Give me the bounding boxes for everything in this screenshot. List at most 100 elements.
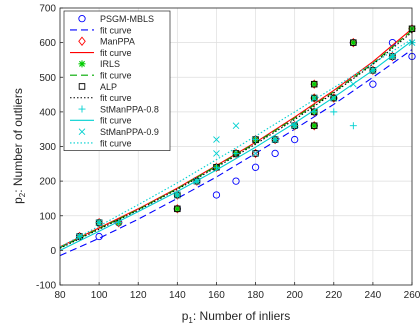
data-point (213, 150, 220, 157)
data-point (232, 122, 240, 130)
data-point (369, 80, 377, 88)
legend-label: ManPPA (100, 37, 135, 47)
legend-label: fit curve (100, 93, 132, 103)
x-tick-label: 160 (208, 290, 225, 301)
axis-ticks: 80 100 120 140 160 180 200 220 240 260 -100 0 100 200… (36, 4, 420, 302)
legend-box (63, 10, 171, 151)
data-point (212, 191, 221, 199)
legend-entry: fit curve (70, 116, 132, 126)
legend-entry: fit curve (70, 48, 132, 58)
legend-marker-swatch (78, 105, 86, 113)
y-tick-label: 700 (39, 4, 56, 15)
data-point (330, 108, 338, 116)
data-point (114, 217, 123, 228)
x-tick-label: 220 (325, 290, 342, 301)
y-tick-label: 0 (50, 246, 56, 257)
data-point (310, 94, 318, 102)
y-axis-label-subscript: 2 (18, 192, 27, 197)
y-tick-label: 500 (39, 73, 56, 84)
data-point (310, 94, 318, 102)
legend-label: fit curve (100, 116, 132, 126)
data-point (174, 205, 181, 213)
legend-marker-swatch (78, 128, 86, 135)
data-point (252, 136, 260, 144)
data-point (330, 94, 338, 102)
series-1 (59, 49, 413, 257)
x-tick-label: 120 (130, 290, 147, 301)
legend-label: PSGM-MBLS (100, 14, 154, 24)
legend-marker-swatch (78, 60, 86, 68)
data-point (232, 177, 240, 185)
legend-label: StManPPA-0.9 (100, 127, 159, 137)
data-point (310, 80, 318, 88)
data-point (310, 122, 318, 130)
legend-entry: fit curve (70, 70, 132, 80)
data-point (213, 136, 220, 143)
series-2 (75, 24, 416, 242)
y-tick-label: 400 (39, 107, 56, 118)
data-point (349, 39, 357, 47)
data-point (173, 204, 182, 214)
x-tick-label: 80 (54, 290, 66, 301)
legend-label: StManPPA-0.8 (100, 104, 159, 114)
data-point (193, 177, 201, 185)
data-point (369, 67, 377, 74)
legend-label: fit curve (100, 48, 132, 58)
legend-label: fit curve (100, 70, 132, 80)
fit-curve-line (59, 38, 413, 248)
legend-entry: StManPPA-0.8 (78, 104, 159, 114)
data-point (271, 134, 279, 145)
data-point (310, 121, 318, 131)
legend-entry: PSGM-MBLS (78, 14, 154, 24)
data-point (173, 205, 181, 213)
series-11 (59, 38, 413, 248)
y-axis-label: p2: Number of outliers (11, 88, 27, 204)
series-10 (76, 39, 416, 240)
data-point (271, 136, 279, 143)
data-point (310, 80, 318, 88)
data-point (232, 149, 240, 157)
fit-curve-line (59, 49, 413, 257)
data-point (388, 51, 397, 62)
data-point (251, 163, 260, 171)
legend-label: IRLS (100, 59, 120, 69)
x-axis-label: p1: Number of inliers (182, 309, 291, 325)
x-axis-label-rest: : Number of inliers (193, 309, 290, 323)
y-tick-label: 600 (39, 38, 56, 49)
x-tick-label: 200 (286, 290, 303, 301)
legend-marker-swatch (78, 14, 86, 23)
data-point (252, 150, 259, 157)
data-point (349, 37, 358, 48)
x-tick-label: 140 (169, 290, 186, 301)
data-point (389, 53, 396, 60)
legend-entry: fit curve (70, 138, 132, 148)
data-point (330, 93, 338, 103)
data-point (350, 80, 357, 88)
legend-entry: fit curve (70, 25, 132, 35)
legend-entry: IRLS (78, 59, 120, 69)
data-point (350, 39, 357, 46)
legend-entry: StManPPA-0.9 (78, 127, 159, 137)
data-point (251, 148, 260, 159)
y-tick-label: -100 (36, 281, 56, 292)
legend-entry: ManPPA (78, 36, 135, 47)
legend-label: fit curve (100, 25, 132, 35)
data-point (291, 135, 299, 144)
x-tick-label: 260 (404, 290, 420, 301)
y-tick-label: 200 (39, 177, 56, 188)
x-tick-label: 240 (365, 290, 382, 301)
data-point (330, 94, 338, 102)
x-axis-label-subscript: 1 (188, 316, 193, 325)
legend-entry: ALP (78, 82, 117, 92)
data-point (310, 93, 318, 103)
legend-label: ALP (100, 82, 117, 92)
data-point (349, 122, 357, 130)
data-point (252, 150, 259, 157)
y-tick-label: 100 (39, 211, 56, 222)
legend-marker-swatch (78, 36, 86, 46)
x-tick-label: 180 (247, 290, 264, 301)
data-point (291, 122, 298, 130)
y-axis-label-main: p (11, 197, 25, 204)
